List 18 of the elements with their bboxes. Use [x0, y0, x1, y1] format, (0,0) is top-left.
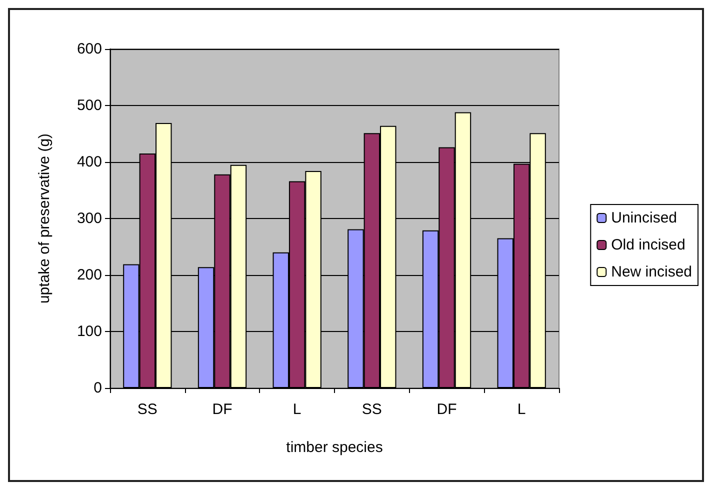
y-tick-label: 500 — [76, 97, 102, 114]
y-tick-label: 100 — [76, 323, 102, 340]
x-tick-label: SS — [137, 401, 158, 418]
legend-label: Unincised — [611, 210, 678, 226]
legend-label: Old incised — [611, 236, 686, 254]
y-tick-label: 400 — [76, 154, 102, 170]
y-tick-label: 600 — [76, 40, 102, 58]
y-tick-label: 200 — [76, 266, 102, 284]
x-tick-label: SS — [362, 401, 382, 418]
x-tick-label: DF — [212, 401, 232, 418]
y-axis-title: uptake of preservative (g) — [36, 133, 53, 304]
legend-label: New incised — [611, 264, 692, 280]
y-tick-label: 0 — [94, 380, 102, 396]
x-tick-label: L — [292, 401, 302, 418]
x-tick-label: DF — [436, 401, 457, 418]
y-tick-label: 300 — [76, 210, 102, 227]
x-tick-label: L — [517, 401, 526, 418]
x-axis-title: timber species — [286, 439, 383, 456]
